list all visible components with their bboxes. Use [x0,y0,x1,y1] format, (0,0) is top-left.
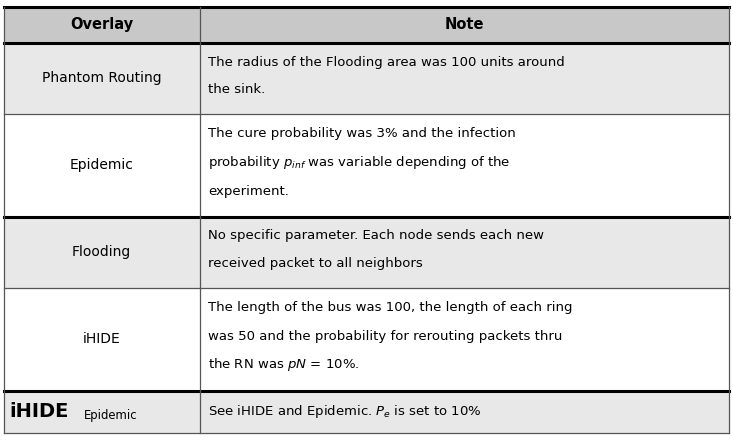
Text: The cure probability was 3% and the infection: The cure probability was 3% and the infe… [208,127,516,140]
Text: experiment.: experiment. [208,184,290,198]
Text: iHIDE: iHIDE [10,403,69,422]
Bar [4,217,729,288]
Text: Epidemic: Epidemic [70,158,133,172]
Text: Phantom Routing: Phantom Routing [42,71,161,85]
Bar [4,114,729,217]
Text: was 50 and the probability for rerouting packets thru: was 50 and the probability for rerouting… [208,330,563,343]
Text: Overlay: Overlay [70,17,133,32]
Text: received packet to all neighbors: received packet to all neighbors [208,257,423,270]
Text: Epidemic: Epidemic [84,409,138,422]
Text: The radius of the Flooding area was 100 units around: The radius of the Flooding area was 100 … [208,55,565,69]
Text: Flooding: Flooding [72,245,131,259]
Text: the RN was $pN$ = 10%.: the RN was $pN$ = 10%. [208,356,360,373]
Bar [4,288,729,391]
Text: the sink.: the sink. [208,83,265,96]
Text: Note: Note [445,17,485,32]
Text: probability $p_{inf}$ was variable depending of the: probability $p_{inf}$ was variable depen… [208,154,511,171]
Text: iHIDE: iHIDE [83,332,120,346]
Text: No specific parameter. Each node sends each new: No specific parameter. Each node sends e… [208,229,545,242]
Bar [4,43,729,114]
Bar [4,391,729,433]
Bar [4,7,729,43]
Text: The length of the bus was 100, the length of each ring: The length of the bus was 100, the lengt… [208,301,573,314]
Text: See iHIDE and Epidemic. $P_e$ is set to 10%: See iHIDE and Epidemic. $P_e$ is set to … [208,403,482,421]
